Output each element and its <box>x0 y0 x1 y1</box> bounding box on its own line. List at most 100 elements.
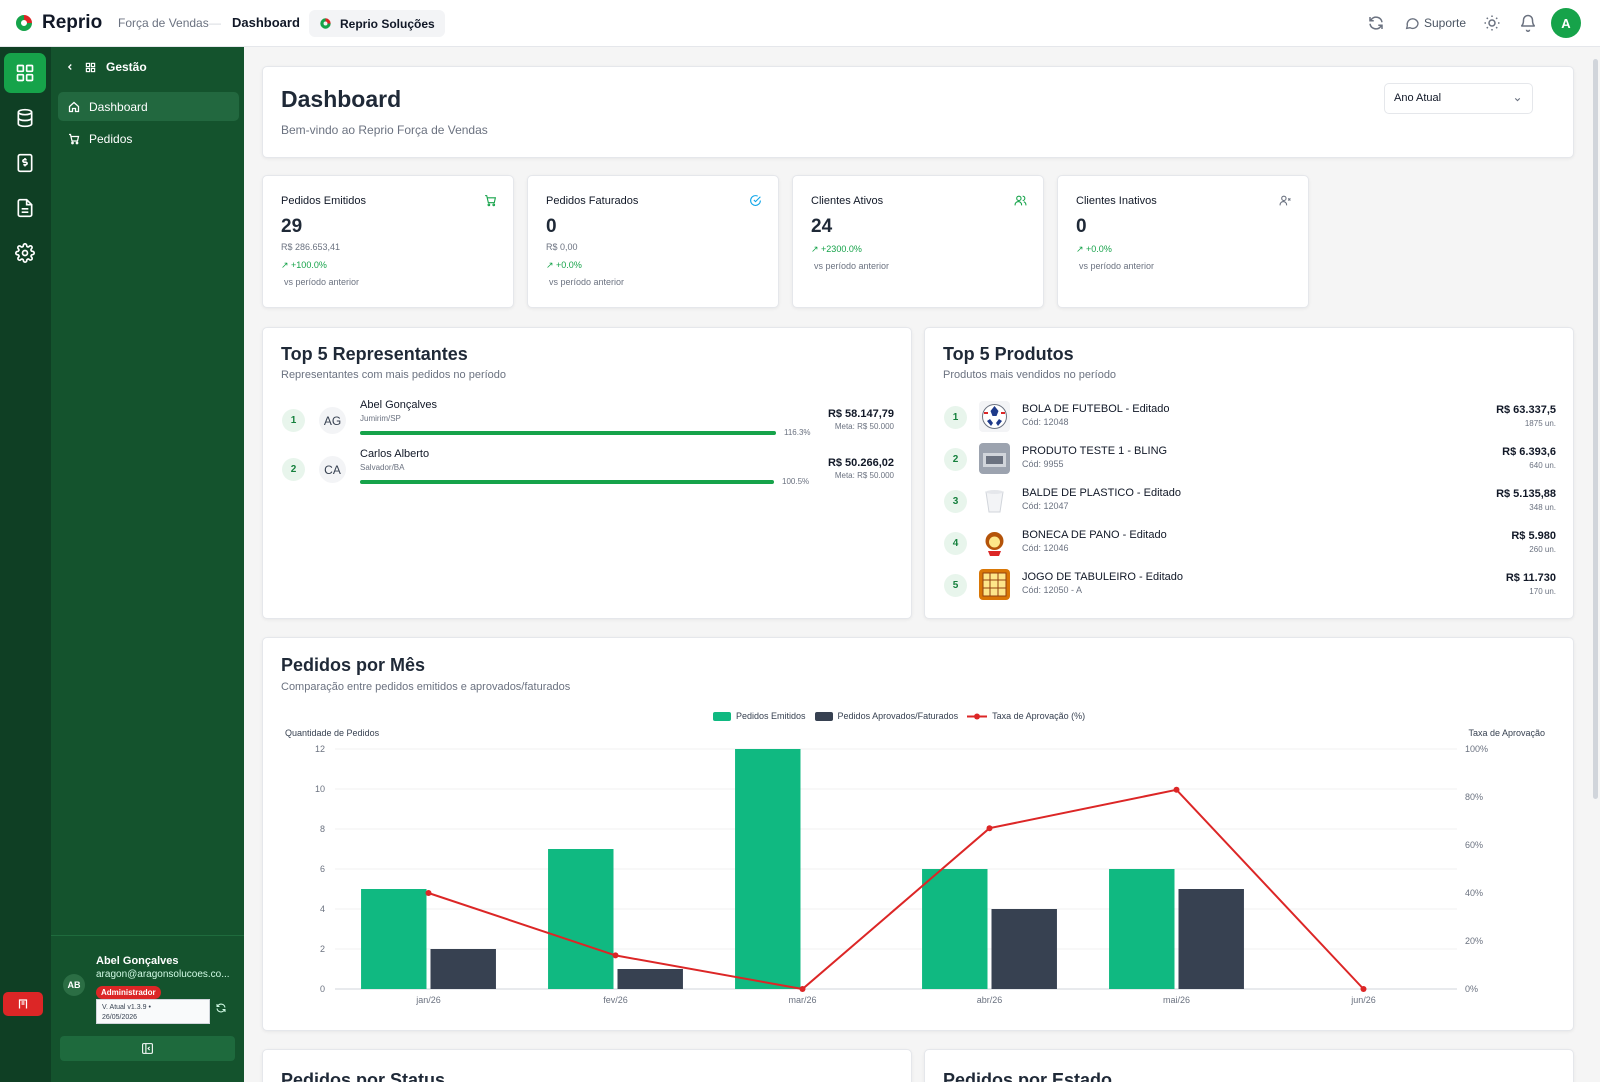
cart-icon <box>485 195 497 207</box>
sidebar-section-header[interactable]: Gestão <box>65 60 147 74</box>
kpi-label: Pedidos Faturados <box>546 195 639 207</box>
kpi-trend: ↗ +0.0% <box>546 260 582 270</box>
kpi-comparison: vs período anterior <box>814 261 890 271</box>
approval-rate-point <box>1173 786 1180 793</box>
board-game-image <box>979 569 1010 600</box>
page-title: Dashboard <box>281 86 402 112</box>
panel-collapse-icon <box>142 1043 153 1054</box>
rep-name[interactable]: Carlos Alberto <box>360 448 430 460</box>
sidebar-item-pedidos[interactable]: Pedidos <box>58 124 239 153</box>
y2-tick-label: 80% <box>1465 792 1483 802</box>
kpi-trend-value: +2300.0% <box>821 244 862 254</box>
y-tick-label: 2 <box>320 944 325 954</box>
rep-avatar: AG <box>319 407 346 434</box>
invoice-icon <box>17 153 33 173</box>
section-title: Pedidos por Estado <box>943 1070 1113 1082</box>
document-icon <box>17 198 33 218</box>
kpi-trend: ↗ +2300.0% <box>811 244 862 254</box>
user-panel: AB Abel Gonçalves aragon@aragonsolucoes.… <box>51 935 244 1082</box>
rail-dashboard-button[interactable] <box>4 53 46 93</box>
legend-item[interactable]: Pedidos Emitidos <box>713 711 806 721</box>
rail-settings-button[interactable] <box>4 233 46 273</box>
top-products-card: Top 5 Produtos Produtos mais vendidos no… <box>924 327 1574 619</box>
bar-emitidos <box>1109 869 1175 989</box>
brand-logo[interactable]: Reprio <box>14 12 102 34</box>
breadcrumb-separator: — <box>209 16 221 30</box>
kpi-label: Clientes Inativos <box>1076 195 1157 207</box>
product-name[interactable]: BALDE DE PLASTICO - Editado <box>1022 487 1181 499</box>
y2-tick-label: 20% <box>1465 936 1483 946</box>
rep-name[interactable]: Abel Gonçalves <box>360 399 438 411</box>
orders-by-status-card: Pedidos por Status <box>262 1049 912 1082</box>
approval-rate-line <box>428 788 1365 991</box>
approval-rate-point <box>986 825 993 832</box>
sidebar-item-dashboard[interactable]: Dashboard <box>58 92 239 121</box>
check-circle-icon <box>750 195 761 206</box>
kpi-money: R$ 286.653,41 <box>281 242 341 252</box>
x-tick-label: mar/26 <box>788 995 816 1005</box>
icon-rail <box>0 47 51 1082</box>
sync-icon[interactable] <box>215 1002 227 1014</box>
company-selector[interactable]: Reprio Soluções <box>309 10 445 37</box>
bell-icon[interactable] <box>1519 14 1537 32</box>
product-total: R$ 5.980 <box>1511 530 1556 542</box>
rail-reports-button[interactable] <box>4 188 46 228</box>
product-units: 170 un. <box>1529 587 1556 596</box>
user-avatar[interactable]: A <box>1551 8 1581 38</box>
refresh-icon[interactable] <box>1367 14 1385 32</box>
rep-city: Salvador/BA <box>360 463 405 472</box>
legend-line-swatch <box>967 713 988 719</box>
dashboard-header-card: Dashboard Bem-vindo ao Reprio Força de V… <box>262 66 1574 158</box>
kpi-value: 29 <box>281 216 303 237</box>
product-name[interactable]: BONECA DE PANO - Editado <box>1022 529 1167 541</box>
kpi-value: 24 <box>811 216 833 237</box>
rail-finance-button[interactable] <box>4 143 46 183</box>
kpi-comparison: vs período anterior <box>284 277 360 287</box>
page-scrollbar[interactable] <box>1591 47 1600 1082</box>
rep-progress-fill <box>360 431 776 435</box>
product-total: R$ 6.393,6 <box>1502 446 1556 458</box>
legend-item[interactable]: Pedidos Aprovados/Faturados <box>814 711 958 721</box>
y2-tick-label: 60% <box>1465 840 1483 850</box>
legend-label: Taxa de Aprovação (%) <box>992 711 1086 721</box>
product-units: 348 un. <box>1529 503 1556 512</box>
rail-database-button[interactable] <box>4 98 46 138</box>
top-bar: Reprio Força de Vendas — Dashboard Repri… <box>0 0 1600 47</box>
rep-progress-bar <box>360 480 774 484</box>
rank-badge: 3 <box>944 490 967 513</box>
product-units: 260 un. <box>1529 545 1556 554</box>
sun-icon[interactable] <box>1483 14 1501 32</box>
legend-label: Pedidos Emitidos <box>736 711 806 721</box>
chat-icon[interactable] <box>1404 15 1420 31</box>
bar-emitidos <box>361 889 427 989</box>
support-link[interactable]: Suporte <box>1424 16 1467 30</box>
x-tick-label: mai/26 <box>1163 995 1190 1005</box>
y-tick-label: 12 <box>315 744 325 754</box>
product-name[interactable]: BOLA DE FUTEBOL - Editado <box>1022 403 1170 415</box>
ball-image <box>979 401 1010 432</box>
product-name[interactable]: PRODUTO TESTE 1 - BLING <box>1022 445 1168 457</box>
period-select[interactable]: Ano Atual <box>1384 83 1533 114</box>
collapse-sidebar-button[interactable] <box>60 1036 235 1061</box>
rank-badge: 4 <box>944 532 967 555</box>
y-tick-label: 10 <box>315 784 325 794</box>
alert-icon <box>18 999 28 1009</box>
kpi-value: 0 <box>546 216 557 237</box>
rail-alert-button[interactable] <box>3 992 43 1016</box>
y-tick-label: 0 <box>320 984 325 994</box>
doll-image <box>979 527 1010 558</box>
breadcrumb-module[interactable]: Força de Vendas <box>118 16 209 30</box>
section-title: Top 5 Produtos <box>943 344 1074 364</box>
product-name[interactable]: JOGO DE TABULEIRO - Editado <box>1022 571 1183 583</box>
gear-icon <box>15 243 35 263</box>
scrollbar-thumb[interactable] <box>1593 59 1598 799</box>
reprio-logo-icon <box>16 15 32 31</box>
kpi-trend: ↗ +100.0% <box>281 260 327 270</box>
y-tick-label: 4 <box>320 904 325 914</box>
bar-aprovados <box>1178 889 1244 989</box>
product-total: R$ 5.135,88 <box>1496 488 1556 500</box>
kpi-trend-value: +0.0% <box>556 260 582 270</box>
kpi-trend-value: +0.0% <box>1086 244 1112 254</box>
company-name: Reprio Soluções <box>340 16 435 31</box>
legend-item[interactable]: Taxa de Aprovação (%) <box>967 711 1085 721</box>
